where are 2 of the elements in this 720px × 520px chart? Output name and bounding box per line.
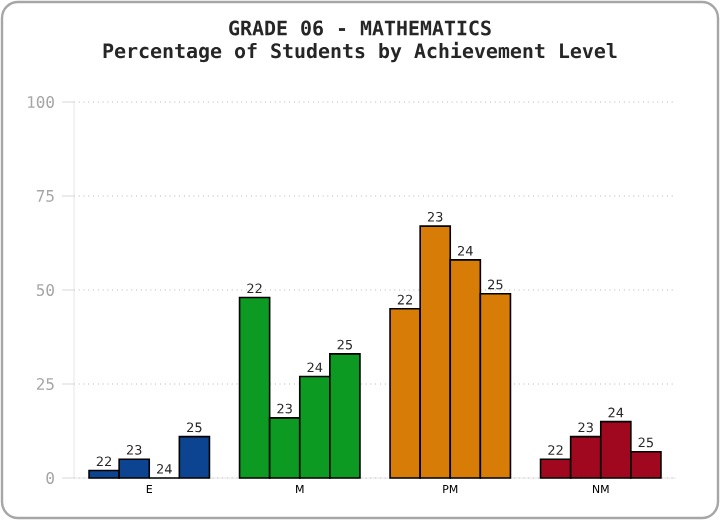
chart-subtitle: Percentage of Students by Achievement Level — [103, 41, 617, 63]
chart-title: GRADE 06 - MATHEMATICS — [229, 20, 491, 36]
